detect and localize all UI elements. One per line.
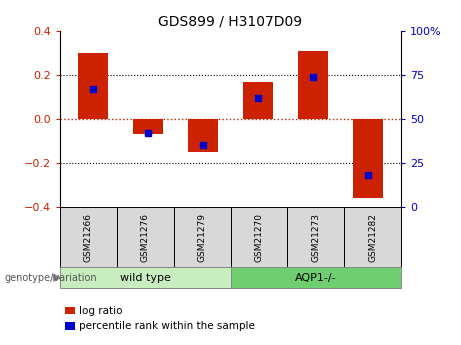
Text: wild type: wild type [120,273,171,283]
Bar [298,51,328,119]
Text: GSM21273: GSM21273 [311,213,320,262]
Text: GSM21279: GSM21279 [198,213,207,262]
Text: GSM21276: GSM21276 [141,213,150,262]
Title: GDS899 / H3107D09: GDS899 / H3107D09 [159,14,302,29]
Bar [133,119,163,135]
Bar [243,82,273,119]
Bar [78,53,108,119]
Text: GSM21270: GSM21270 [254,213,263,262]
Text: percentile rank within the sample: percentile rank within the sample [79,321,255,331]
Text: genotype/variation: genotype/variation [5,273,97,283]
Text: log ratio: log ratio [79,306,123,315]
Bar [353,119,383,198]
Text: GSM21266: GSM21266 [84,213,93,262]
Text: GSM21282: GSM21282 [368,213,377,262]
Bar [188,119,218,152]
Text: AQP1-/-: AQP1-/- [295,273,337,283]
